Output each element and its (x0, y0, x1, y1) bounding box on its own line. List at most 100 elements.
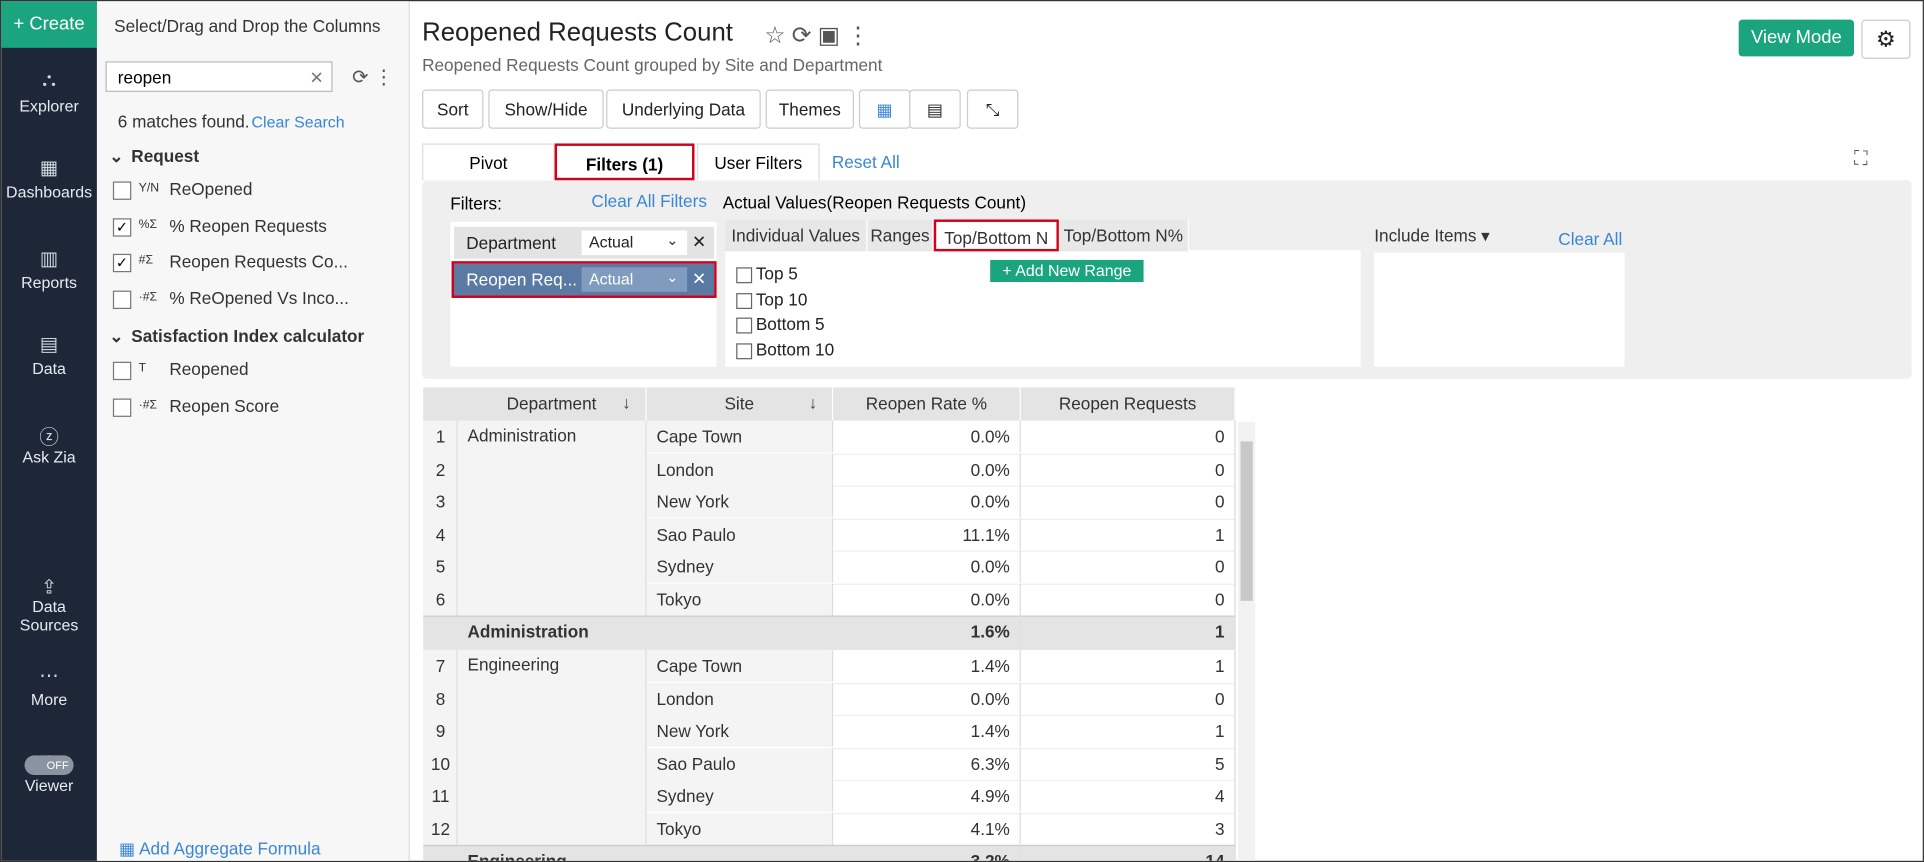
title-icons[interactable]: ☆ ⟳ ▣ ⋮ (764, 22, 869, 50)
grid-view-button[interactable]: ▤ (909, 90, 961, 129)
add-formula-label: Add Aggregate Formula (139, 839, 320, 859)
nav-label[interactable]: Data (1, 359, 97, 377)
option-label[interactable]: Bottom 10 (756, 339, 834, 359)
option-checkbox[interactable] (736, 292, 752, 308)
nav-icon[interactable]: ▤ (1, 332, 97, 357)
column-label[interactable]: Reopen Requests Co... (169, 251, 348, 271)
column-label[interactable]: % Reopen Requests (169, 215, 327, 235)
option-checkbox[interactable] (736, 318, 752, 334)
sort-arrow[interactable]: ↓ (809, 392, 818, 412)
total-rate: 3.2% (833, 845, 1021, 862)
nav-icon[interactable]: ⇪ (1, 575, 97, 600)
column-header[interactable]: Reopen Requests (1021, 387, 1236, 420)
column-label[interactable]: ReOpened (169, 179, 252, 199)
nav-label[interactable]: Data Sources (1, 597, 97, 634)
row-number: 12 (423, 812, 457, 844)
checkbox[interactable] (113, 362, 131, 380)
nav-label[interactable]: Reports (1, 273, 97, 291)
nav-icon[interactable]: ▥ (1, 246, 97, 271)
toolbar-button[interactable]: Underlying Data (606, 90, 761, 129)
nav-icon[interactable]: ⛬ (1, 70, 97, 92)
nav-label[interactable]: Explorer (1, 97, 97, 115)
settings-button[interactable]: ⚙ (1861, 20, 1910, 59)
subtab[interactable]: Ranges (867, 219, 933, 251)
clear-all[interactable]: Clear All (1558, 229, 1622, 249)
checkbox[interactable]: ✓ (113, 254, 131, 272)
checkbox[interactable] (113, 181, 131, 199)
tab[interactable]: Filters (1) (555, 143, 695, 180)
nav-icon[interactable]: ⓩ (1, 421, 97, 450)
toolbar-button[interactable]: Sort (422, 90, 483, 129)
subtab[interactable]: Top/Bottom N% (1059, 219, 1189, 251)
add-formula[interactable]: ▦ Add Aggregate Formula (119, 839, 321, 860)
rate-cell: 1.4% (833, 650, 1021, 682)
option-label[interactable]: Top 10 (756, 289, 808, 309)
option-label[interactable]: Top 5 (756, 264, 798, 284)
nav-label[interactable]: More (1, 690, 97, 708)
add-range-label: Add New Range (1015, 261, 1131, 279)
column-icon: ·#Σ (139, 398, 158, 411)
nav-icon[interactable]: ▦ (1, 156, 97, 181)
column-label[interactable]: % ReOpened Vs Inco... (169, 288, 349, 308)
reset-all[interactable]: Reset All (832, 152, 900, 172)
viewer-toggle[interactable]: OFF (25, 755, 74, 775)
sort-arrow[interactable]: ↓ (622, 392, 631, 412)
include-items[interactable]: Include Items ▾ (1374, 226, 1490, 247)
add-range-button[interactable]: + Add New Range (990, 260, 1143, 282)
checkbox[interactable] (113, 398, 131, 416)
search-box[interactable]: reopen✕ (106, 61, 333, 92)
site-cell: Sao Paulo (647, 518, 834, 550)
remove-filter[interactable]: ✕ (692, 232, 706, 253)
filters-label: Filters: (450, 194, 502, 214)
option-label[interactable]: Bottom 5 (756, 314, 825, 334)
create-button[interactable]: + Create (1, 1, 97, 48)
requests-cell: 4 (1021, 780, 1236, 812)
nav-label[interactable]: Dashboards (1, 183, 97, 201)
column-header[interactable]: Department (458, 387, 647, 420)
checkbox[interactable] (113, 290, 131, 308)
filter-name[interactable]: Department (466, 233, 556, 253)
option-checkbox[interactable] (736, 267, 752, 283)
column-icon: %Σ (139, 218, 158, 231)
nav-icon[interactable]: ⋯ (1, 663, 97, 688)
view-mode-button[interactable]: View Mode (1739, 20, 1854, 57)
toolbar-button[interactable]: Themes (766, 90, 854, 129)
checkbox[interactable]: ✓ (113, 218, 131, 236)
column-header[interactable]: Reopen Rate % (833, 387, 1021, 420)
row-number: 4 (423, 518, 457, 550)
toolbar-button[interactable]: Show/Hide (488, 90, 603, 129)
tab[interactable]: Pivot (422, 143, 555, 180)
site-cell: London (647, 453, 834, 485)
refresh-icon[interactable]: ⟳ ⋮ (352, 65, 394, 90)
column-label[interactable]: Reopened (169, 359, 248, 379)
requests-cell: 0 (1021, 486, 1236, 518)
nav-label[interactable]: Ask Zia (1, 448, 97, 466)
table-view-button[interactable]: ▦ (859, 90, 911, 129)
rate-cell: 0.0% (833, 583, 1021, 615)
column-header[interactable]: Site (647, 387, 834, 420)
subtab[interactable]: Top/Bottom N (934, 219, 1059, 251)
subtab[interactable]: Individual Values (725, 219, 867, 251)
column-icon: T (139, 362, 146, 375)
remove-filter[interactable]: ✕ (692, 269, 706, 290)
clear-all-filters[interactable]: Clear All Filters (591, 191, 707, 211)
include-label: Include Items (1374, 226, 1476, 246)
requests-cell: 3 (1021, 812, 1236, 844)
column-label[interactable]: Reopen Score (169, 395, 279, 415)
hierarchy-icon[interactable]: ⛶ (1854, 148, 1868, 170)
filter-name[interactable]: Reopen Req... (466, 270, 577, 290)
department-label: Administration (467, 425, 576, 445)
option-checkbox[interactable] (736, 343, 752, 359)
tab[interactable]: User Filters (697, 143, 820, 180)
collapse-button[interactable]: ⤡ (967, 90, 1019, 129)
nav-label[interactable]: Viewer (1, 776, 97, 794)
clear-search[interactable]: Clear Search (252, 113, 345, 131)
search-text: reopen (118, 67, 171, 87)
site-cell: New York (647, 486, 834, 518)
scrollbar[interactable] (1238, 422, 1255, 862)
site-cell: London (647, 682, 834, 714)
requests-cell: 1 (1021, 650, 1236, 682)
site-cell: Cape Town (647, 650, 834, 682)
group-header: ⌄ (109, 146, 123, 167)
site-cell: Sydney (647, 551, 834, 583)
